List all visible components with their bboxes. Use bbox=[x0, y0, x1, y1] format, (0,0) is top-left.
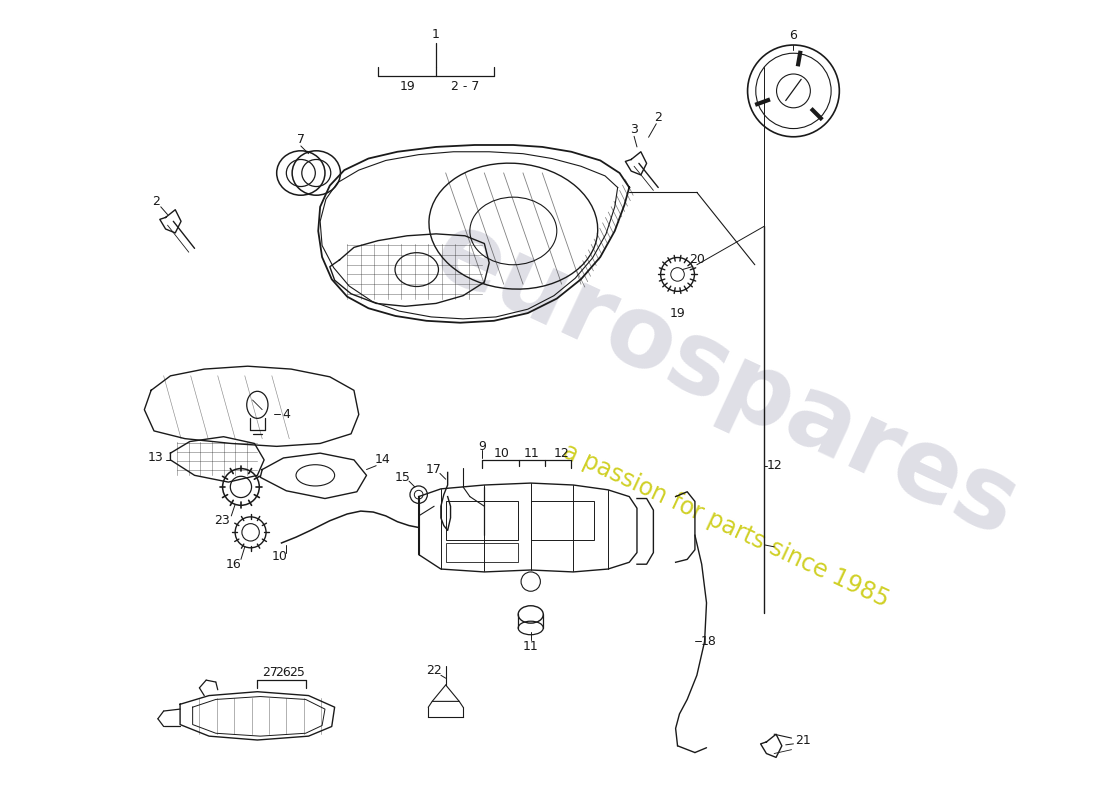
Text: 13: 13 bbox=[148, 451, 164, 465]
Text: 15: 15 bbox=[394, 470, 410, 484]
Text: 17: 17 bbox=[426, 463, 441, 476]
Text: 21: 21 bbox=[795, 734, 811, 746]
Text: 3: 3 bbox=[630, 123, 638, 136]
Text: 11: 11 bbox=[524, 446, 540, 460]
Text: 7: 7 bbox=[297, 133, 305, 146]
Text: 9: 9 bbox=[478, 440, 486, 453]
Text: eurospares: eurospares bbox=[419, 203, 1033, 558]
Text: 10: 10 bbox=[494, 446, 509, 460]
Bar bbox=[446, 543, 518, 562]
Bar bbox=[446, 502, 518, 540]
Text: 26: 26 bbox=[276, 666, 292, 679]
Text: 25: 25 bbox=[289, 666, 305, 679]
Text: 23: 23 bbox=[213, 514, 230, 527]
Text: a passion for parts since 1985: a passion for parts since 1985 bbox=[559, 439, 893, 612]
Text: 11: 11 bbox=[522, 640, 539, 653]
Bar bbox=[530, 502, 594, 540]
Text: 2: 2 bbox=[152, 195, 160, 209]
Text: 1: 1 bbox=[432, 28, 440, 42]
Text: 12: 12 bbox=[767, 459, 782, 472]
Text: 2: 2 bbox=[654, 111, 662, 125]
Text: 20: 20 bbox=[689, 254, 705, 266]
Text: 10: 10 bbox=[272, 550, 287, 563]
Text: 2 - 7: 2 - 7 bbox=[451, 79, 480, 93]
Text: 12: 12 bbox=[553, 446, 570, 460]
Text: 19: 19 bbox=[670, 306, 685, 319]
Text: 22: 22 bbox=[427, 664, 442, 677]
Text: 18: 18 bbox=[701, 635, 716, 648]
Text: 27: 27 bbox=[262, 666, 278, 679]
Text: 4: 4 bbox=[283, 408, 290, 421]
Text: 19: 19 bbox=[399, 79, 415, 93]
Text: 16: 16 bbox=[226, 558, 241, 570]
Text: 14: 14 bbox=[375, 454, 390, 466]
Text: 6: 6 bbox=[790, 30, 798, 42]
